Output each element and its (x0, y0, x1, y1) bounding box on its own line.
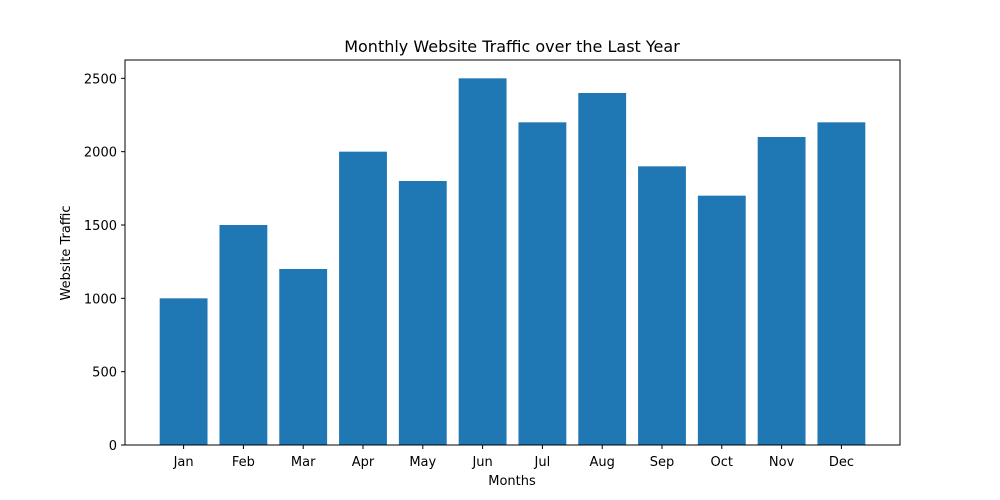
y-tick-label: 0 (109, 439, 117, 454)
axes-frame (124, 59, 901, 446)
y-tick-label: 2000 (84, 146, 117, 161)
y-axis-title: Website Traffic (59, 205, 74, 300)
bar-nov (757, 137, 806, 445)
y-tick-label: 500 (92, 366, 117, 381)
x-tick-label: Mar (291, 455, 316, 470)
x-tick-label: Jun (471, 455, 492, 470)
bar-feb (219, 225, 268, 445)
bars-group (159, 78, 866, 446)
x-tick-label: Jul (534, 455, 551, 470)
y-tick-label: 1500 (84, 219, 117, 234)
x-tick-label: May (409, 455, 436, 470)
bar-dec (817, 122, 866, 445)
chart-title: Monthly Website Traffic over the Last Ye… (344, 37, 680, 56)
bar-mar (279, 269, 328, 445)
bar-jul (518, 122, 567, 445)
x-tick-label: Apr (352, 455, 375, 470)
x-tick-label: Sep (650, 455, 675, 470)
x-tick-label: Dec (829, 455, 854, 470)
bar-apr (339, 151, 387, 445)
bar-oct (697, 195, 746, 445)
bar-may (398, 181, 447, 445)
bar-jun (458, 78, 507, 445)
bar-sep (638, 166, 686, 446)
y-tick-label: 2500 (84, 72, 117, 87)
x-tick-label: Aug (590, 455, 615, 470)
x-axis: Jan Feb Mar Apr May Jun Jul Aug Sep Oct Nov Dec (173, 445, 854, 470)
x-tick-label: Feb (232, 455, 255, 470)
y-axis: 0 500 1000 1500 2000 2500 (84, 72, 125, 454)
x-axis-title: Months (488, 474, 536, 489)
y-tick-label: 1000 (84, 292, 117, 307)
x-tick-label: Oct (711, 455, 733, 470)
x-tick-label: Jan (173, 455, 194, 470)
bar-jan (159, 298, 208, 445)
bar-aug (578, 93, 627, 445)
x-tick-label: Nov (769, 455, 795, 470)
